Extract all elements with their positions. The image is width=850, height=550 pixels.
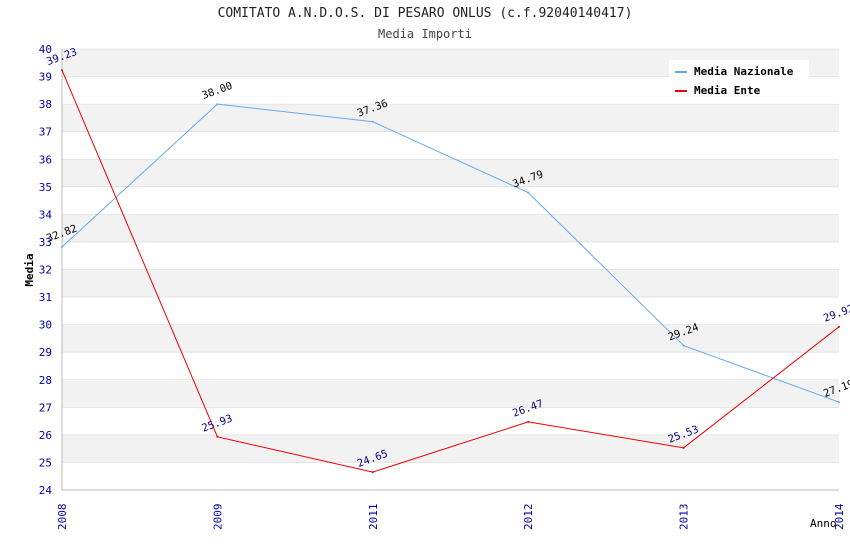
data-point [682, 446, 685, 449]
data-label: 25.93 [200, 413, 234, 435]
y-tick-label: 34 [39, 208, 53, 221]
y-tick-label: 24 [39, 484, 53, 497]
y-tick-label: 36 [39, 153, 52, 166]
grid-band [62, 214, 839, 242]
data-label: 38.00 [200, 80, 234, 102]
y-tick-label: 33 [39, 236, 52, 249]
grid-band [62, 324, 839, 353]
y-tick-label: 38 [39, 98, 52, 111]
y-tick-label: 32 [39, 264, 52, 277]
data-point [61, 69, 63, 72]
data-point [216, 435, 219, 438]
grid-bands [62, 49, 839, 463]
series-line-0 [61, 103, 840, 403]
y-tick-label: 28 [39, 374, 52, 387]
grid-band [62, 434, 839, 463]
y-tick-label: 40 [39, 43, 52, 56]
legend: Media Nazionale Media Ente [669, 60, 809, 102]
x-tick-label: 2013 [678, 504, 691, 531]
y-tick-label: 25 [39, 456, 52, 469]
y-tick-label: 29 [39, 346, 52, 359]
x-tick-label: 2009 [211, 504, 224, 531]
x-tick-label: 2014 [833, 503, 846, 530]
chart-title: COMITATO A.N.D.O.S. DI PESARO ONLUS (c.f… [217, 6, 633, 21]
series-line-1 [61, 70, 840, 473]
grid-band [62, 269, 839, 298]
data-point [371, 471, 374, 474]
data-point [61, 245, 63, 248]
grid-lines [62, 48, 839, 491]
data-point [371, 120, 374, 123]
chart-subtitle: Media Importi [378, 27, 472, 41]
legend-label-ente: Media Ente [694, 84, 761, 97]
x-tick-labels: 2008 2009 2011 2012 2013 2014 [56, 503, 846, 530]
grid-band [62, 104, 839, 132]
y-tick-label: 35 [39, 181, 52, 194]
y-tick-label: 37 [39, 126, 52, 139]
y-axis-label: Media [23, 253, 36, 286]
series-lines [61, 69, 840, 474]
data-point [527, 420, 530, 423]
legend-box [669, 60, 809, 102]
data-point [527, 191, 530, 194]
y-tick-labels: 24 25 26 27 28 29 30 31 32 33 34 35 36 37 38 39 40 [39, 43, 53, 497]
data-point [838, 325, 840, 328]
x-axis-label: Anno [810, 517, 837, 530]
y-tick-label: 30 [39, 319, 52, 332]
data-point [682, 344, 685, 347]
data-point [216, 103, 219, 106]
y-tick-label: 39 [39, 71, 52, 84]
grid-band [62, 159, 839, 187]
legend-label-nazionale: Media Nazionale [694, 65, 794, 78]
x-tick-label: 2008 [56, 504, 69, 531]
x-tick-label: 2012 [522, 504, 535, 531]
x-tick-label: 2011 [367, 504, 380, 531]
y-tick-label: 31 [39, 291, 52, 304]
y-tick-label: 26 [39, 429, 52, 442]
data-label: 29.92 [822, 303, 850, 325]
y-tick-label: 27 [39, 401, 52, 414]
grid-band [62, 379, 839, 408]
data-point [838, 401, 840, 404]
